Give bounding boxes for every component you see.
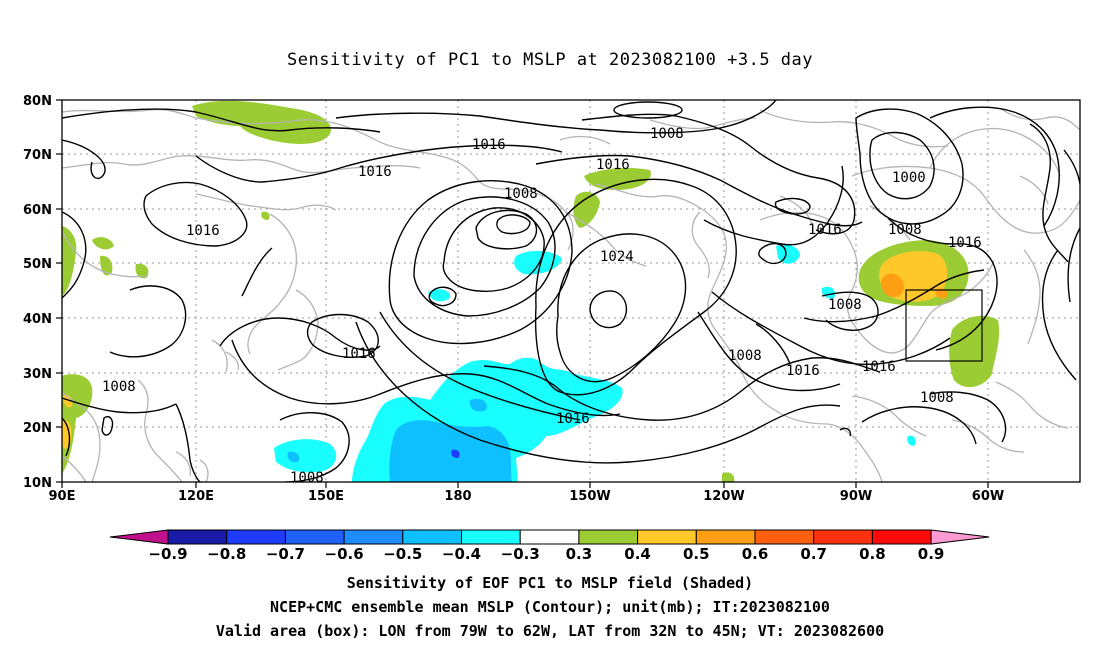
colorbar-swatch — [226, 529, 286, 545]
map-title: Sensitivity of PC1 to MSLP at 2023082100… — [286, 50, 813, 70]
longitude-labels: 90E 120E 150E 180 150W 120W 90W 60W — [49, 489, 1005, 504]
colorbar-label: −0.7 — [266, 545, 305, 563]
mslp-contours — [62, 100, 1080, 482]
caption-line-3: Valid area (box): LON from 79W to 62W, L… — [215, 622, 885, 640]
contour-label: 1016 — [358, 164, 392, 180]
colorbar-label: 0.6 — [742, 545, 769, 563]
contour-label: 1016 — [786, 363, 820, 379]
coastlines — [62, 107, 1080, 482]
lat-label: 10N — [23, 476, 52, 491]
contour-label: 1008 — [920, 390, 954, 406]
contour-label: 1008 — [650, 126, 684, 142]
contour-label: 1016 — [342, 346, 376, 362]
contour-label: 1016 — [556, 411, 590, 427]
lat-label: 30N — [23, 367, 52, 382]
caption-line-2: NCEP+CMC ensemble mean MSLP (Contour); u… — [270, 598, 830, 616]
colorbar-label: 0.7 — [800, 545, 827, 563]
lon-label: 90W — [840, 489, 872, 504]
colorbar-swatch — [402, 529, 462, 545]
colorbar-label: −0.6 — [325, 545, 364, 563]
lon-label: 180 — [444, 489, 471, 504]
colorbar-label: 0.5 — [683, 545, 710, 563]
colorbar-label: −0.4 — [442, 545, 481, 563]
contour-label: 1008 — [290, 470, 324, 486]
contour-label: 1008 — [504, 186, 538, 202]
lon-label: 90E — [49, 489, 76, 504]
contour-label: 1016 — [186, 223, 220, 239]
colorbar-swatch — [343, 529, 404, 545]
lat-label: 60N — [23, 203, 52, 218]
lon-label: 120W — [703, 489, 744, 504]
colorbar-swatch — [695, 529, 756, 545]
lat-label: 40N — [23, 312, 52, 327]
contour-label: 1016 — [596, 157, 630, 173]
colorbar-label: 0.4 — [624, 545, 651, 563]
contour-label: 1016 — [862, 359, 896, 375]
colorbar: −0.9 −0.8 −0.7 −0.6 −0.5 −0.4 −0.3 0.3 0.4 0.5 0.6… — [109, 529, 990, 563]
colorbar-right-arrow — [930, 529, 990, 545]
plot-border — [61, 99, 1081, 483]
colorbar-label: 0.3 — [566, 545, 593, 563]
contour-label: 1016 — [948, 235, 982, 251]
contour-label: 1008 — [888, 222, 922, 238]
lat-label: 20N — [23, 421, 52, 436]
contour-label: 1016 — [472, 137, 506, 153]
contour-labels: 1008 1016 1016 1016 1008 1016 1000 1024 … — [102, 126, 982, 486]
lon-label: 150E — [308, 489, 344, 504]
colorbar-swatch — [871, 529, 932, 545]
axis-ticks — [56, 99, 989, 488]
contour-label: 1016 — [808, 222, 842, 238]
colorbar-label: 0.9 — [918, 545, 945, 563]
latitude-labels: 80N 70N 60N 50N 40N 30N 20N 10N — [23, 94, 52, 491]
lat-label: 50N — [23, 257, 52, 272]
contour-label: 1024 — [600, 249, 634, 265]
lon-label: 60W — [972, 489, 1004, 504]
colorbar-swatch — [578, 529, 639, 545]
lon-label: 120E — [178, 489, 214, 504]
colorbar-swatch — [284, 529, 345, 545]
lat-label: 70N — [23, 148, 52, 163]
valid-area-box — [905, 289, 983, 362]
colorbar-label: 0.8 — [859, 545, 886, 563]
contour-label: 1008 — [828, 297, 862, 313]
caption-line-1: Sensitivity of EOF PC1 to MSLP field (Sh… — [346, 574, 754, 592]
colorbar-label: −0.5 — [383, 545, 422, 563]
lat-label: 80N — [23, 94, 52, 109]
colorbar-swatch — [519, 529, 580, 545]
colorbar-label: −0.8 — [207, 545, 246, 563]
colorbar-swatch — [754, 529, 815, 545]
lon-label: 150W — [569, 489, 610, 504]
colorbar-swatch — [461, 529, 521, 545]
colorbar-label: −0.9 — [148, 545, 187, 563]
colorbar-swatch — [813, 529, 873, 545]
colorbar-left-arrow — [109, 529, 169, 545]
colorbar-label: −0.3 — [501, 545, 540, 563]
contour-label: 1008 — [728, 348, 762, 364]
contour-label: 1008 — [102, 379, 136, 395]
contour-label: 1000 — [892, 170, 926, 186]
colorbar-swatch — [637, 529, 697, 545]
colorbar-swatch — [167, 529, 228, 545]
